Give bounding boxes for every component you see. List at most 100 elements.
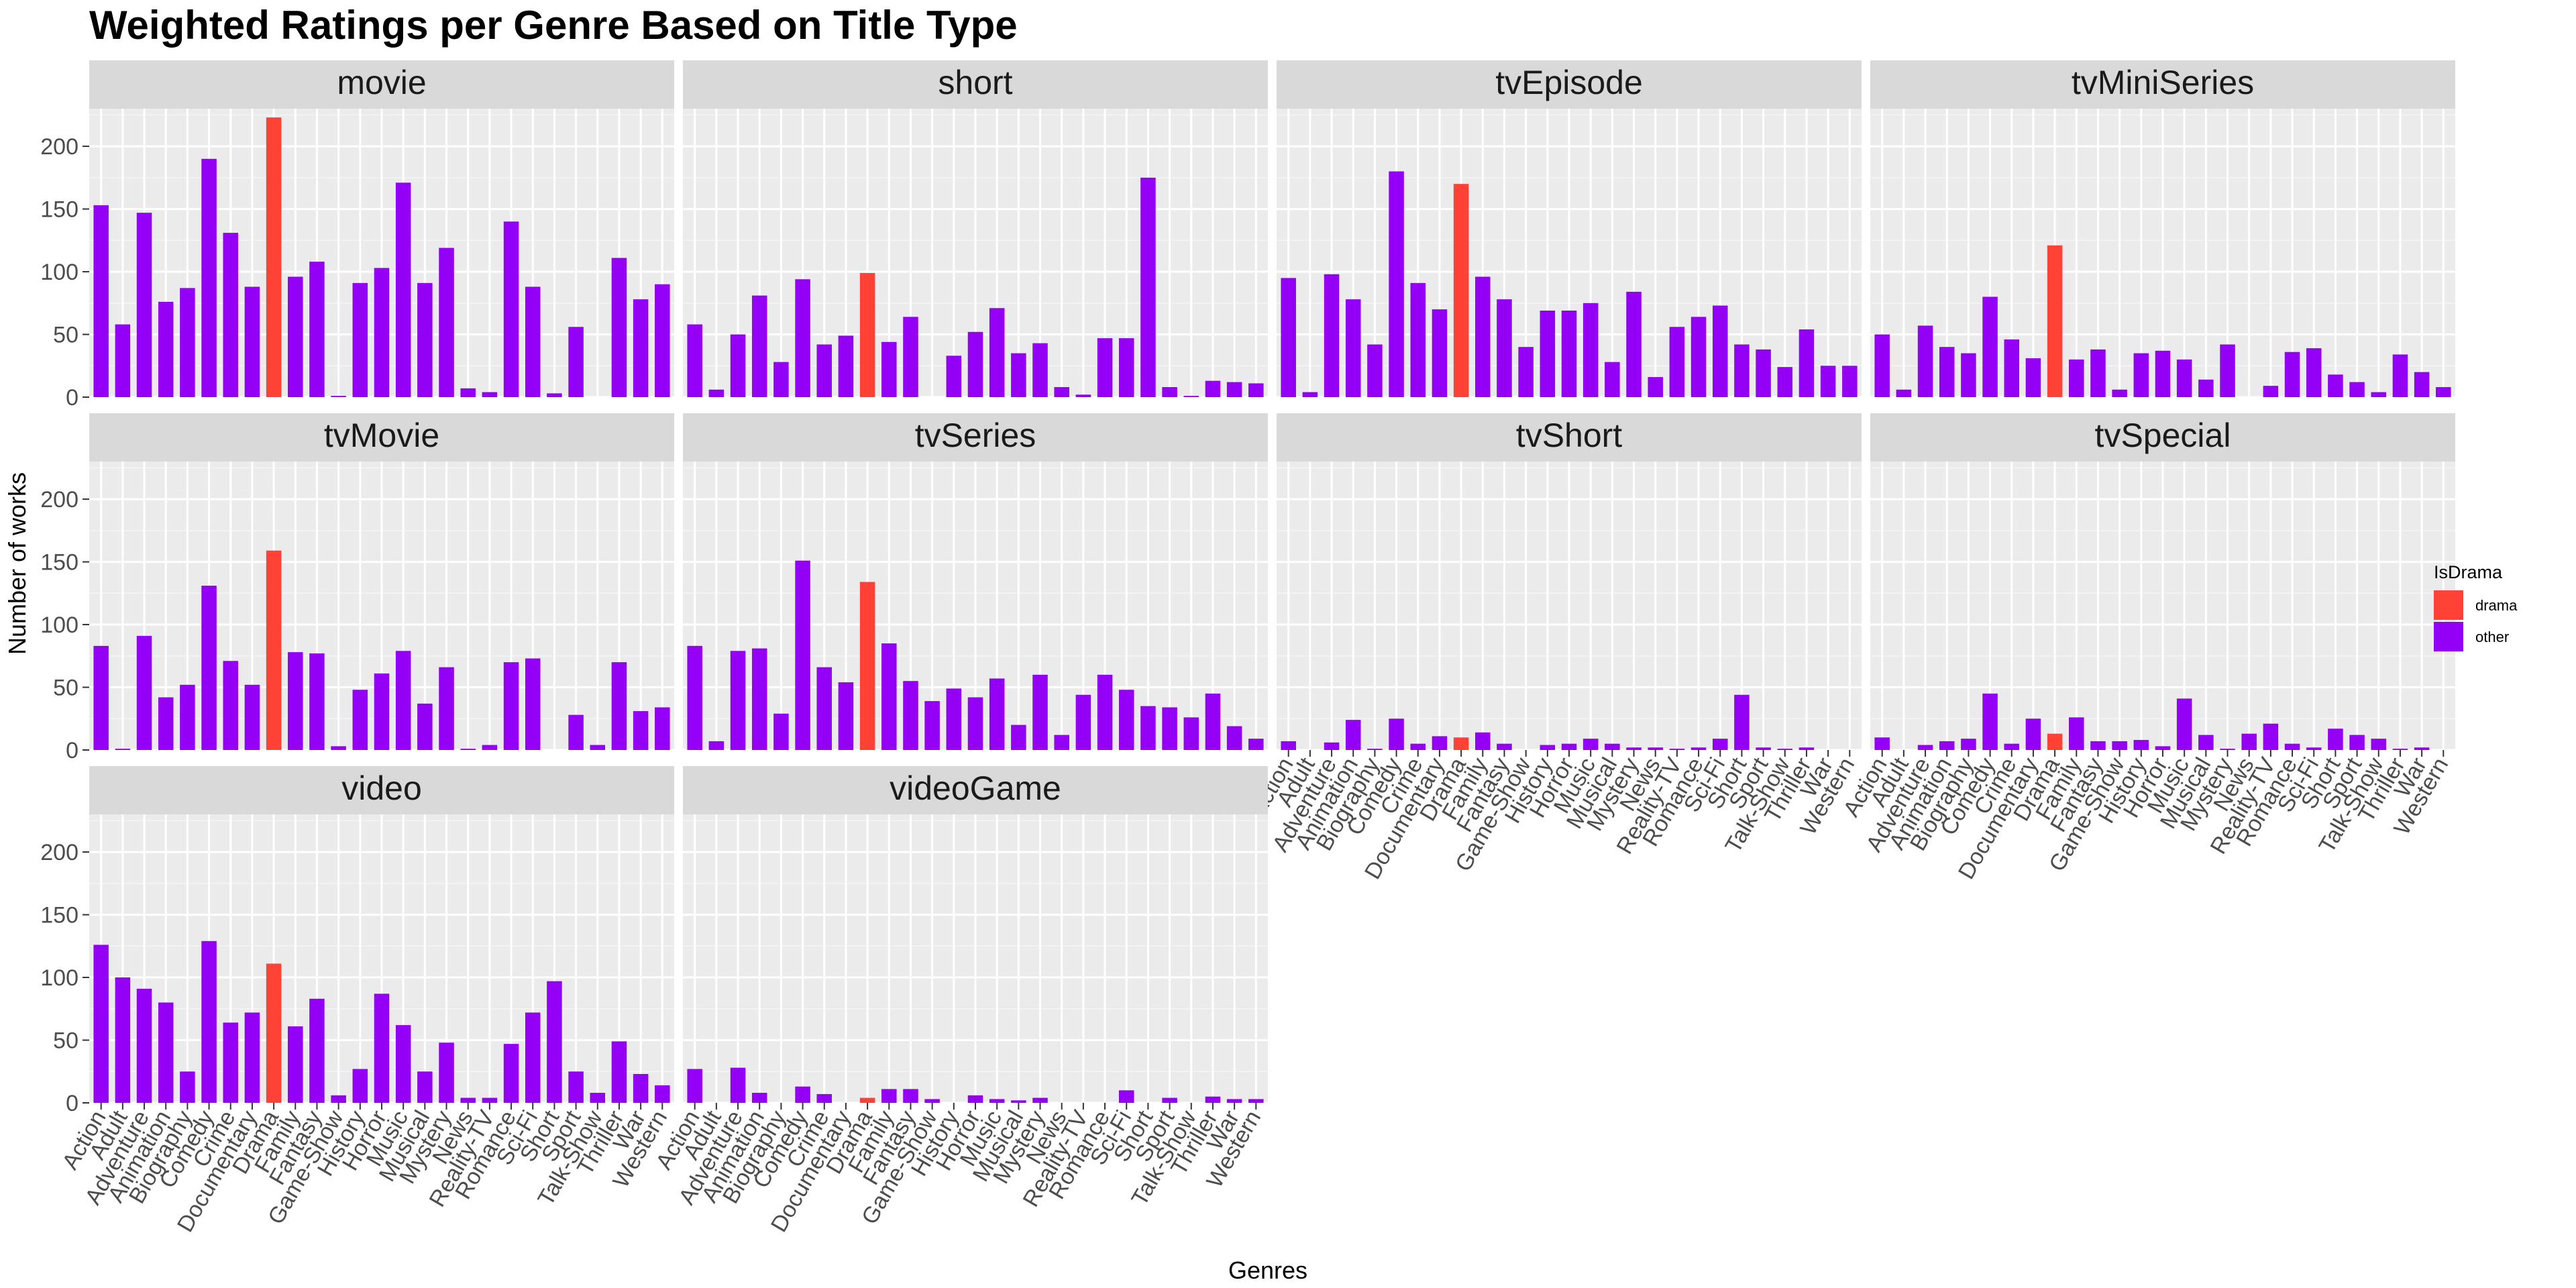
y-axis-label: Number of works <box>3 472 31 655</box>
bar-tvmovie-musical <box>417 703 433 750</box>
bar-video-sport <box>568 1071 584 1103</box>
panel-tvepisode: tvEpisode <box>1277 60 1862 398</box>
bar-tvshort-thriller <box>1799 747 1815 750</box>
bar-videogame-fantasy <box>903 1089 918 1103</box>
panel-strip <box>89 413 674 462</box>
facet-panels: movie 0 50 100 150 200 short tvEpisode tvMiniSer… <box>40 60 2455 1236</box>
bar-tvseries-talk-show <box>1183 717 1199 750</box>
bar-video-action <box>93 945 109 1103</box>
bar-tvshort-documentary <box>1432 736 1448 750</box>
bar-tvmovie-war <box>633 711 649 750</box>
bar-tvepisode-sci-fi <box>1712 305 1728 397</box>
y-tick-label: 0 <box>66 385 78 411</box>
bar-movie-action <box>93 205 109 397</box>
bar-movie-biography <box>180 288 195 397</box>
bar-tvshort-adventure <box>1324 742 1340 750</box>
bar-tvminiseries-short <box>2328 374 2343 397</box>
bar-videogame-western <box>1248 1099 1264 1103</box>
bar-tvseries-thriller <box>1205 693 1221 750</box>
bar-movie-war <box>633 299 649 397</box>
bar-video-thriller <box>611 1041 627 1103</box>
bar-tvshort-mystery <box>1626 747 1642 750</box>
bar-tvspecial-sport <box>2349 735 2365 750</box>
bar-movie-history <box>352 282 368 397</box>
bar-video-war <box>633 1074 649 1103</box>
bar-tvmovie-news <box>460 749 476 750</box>
bar-tvminiseries-sport <box>2349 382 2365 397</box>
bar-video-documentary <box>244 1012 260 1103</box>
y-tick-label: 100 <box>40 260 78 285</box>
panel-strip-label: tvEpisode <box>1495 64 1643 101</box>
bar-tvspecial-talk-show <box>2371 739 2387 750</box>
bar-tvminiseries-talk-show <box>2371 392 2387 397</box>
bar-video-musical <box>417 1071 433 1103</box>
bar-tvepisode-fantasy <box>1497 299 1512 397</box>
bar-movie-thriller <box>611 258 627 397</box>
bar-tvmovie-game-show <box>331 746 346 750</box>
bar-video-history <box>352 1069 368 1103</box>
bar-tvmovie-comedy <box>201 586 217 750</box>
bar-tvminiseries-action <box>1874 334 1890 397</box>
bar-tvminiseries-reality-tv <box>2263 386 2279 397</box>
bar-tvshort-comedy <box>1389 718 1404 750</box>
bar-tvseries-crime <box>816 667 833 750</box>
bar-video-short <box>547 981 562 1103</box>
bar-tvminiseries-game-show <box>2112 389 2127 397</box>
bar-tvspecial-action <box>1874 737 1890 750</box>
bar-movie-short <box>547 393 562 397</box>
bar-tvepisode-family <box>1475 276 1491 397</box>
bar-tvspecial-family <box>2069 717 2084 750</box>
bar-tvminiseries-biography <box>1961 353 1976 397</box>
bar-short-comedy <box>795 279 810 397</box>
bar-tvspecial-drama <box>2047 733 2063 750</box>
legend-label-other: other <box>2475 629 2509 645</box>
bar-tvshort-action <box>1281 741 1296 750</box>
y-tick-label: 0 <box>66 738 78 763</box>
bar-videogame-family <box>881 1089 897 1103</box>
bar-tvseries-fantasy <box>903 681 918 750</box>
bar-movie-family <box>288 276 303 397</box>
y-tick-label: 200 <box>40 487 78 513</box>
bar-tvmovie-horror <box>374 673 390 750</box>
bar-video-family <box>288 1026 303 1103</box>
bar-short-news <box>1054 387 1069 397</box>
bar-video-talk-show <box>590 1093 606 1103</box>
y-tick-label: 150 <box>40 550 78 576</box>
bar-movie-game-show <box>331 396 346 397</box>
legend: IsDrama drama other <box>2434 562 2518 651</box>
bar-tvshort-biography <box>1367 749 1383 750</box>
panel-videogame: videoGameActionAdultAdventureAnimationBi… <box>651 766 1268 1236</box>
bar-short-fantasy <box>903 317 918 397</box>
bar-tvshort-horror <box>1561 743 1577 750</box>
bar-tvshort-fantasy <box>1497 743 1512 750</box>
bar-tvshort-romance <box>1690 747 1707 750</box>
bar-videogame-game-show <box>924 1099 940 1103</box>
bar-tvminiseries-thriller <box>2392 354 2408 397</box>
bar-tvepisode-drama <box>1453 184 1469 397</box>
bar-tvshort-crime <box>1410 743 1426 750</box>
bar-video-adult <box>115 977 131 1103</box>
bar-tvseries-documentary <box>838 682 854 750</box>
bar-tvspecial-horror <box>2155 746 2171 750</box>
bar-tvshort-music <box>1582 739 1599 750</box>
bar-tvspecial-mystery <box>2220 749 2235 750</box>
bar-tvepisode-crime <box>1410 282 1426 397</box>
bar-video-drama <box>266 963 282 1103</box>
panel-strip <box>1870 60 2455 109</box>
bar-tvspecial-romance <box>2284 743 2300 750</box>
bar-tvmovie-fantasy <box>309 653 325 750</box>
bar-movie-adult <box>115 324 131 397</box>
panel-strip <box>89 766 674 814</box>
y-tick-label: 50 <box>53 323 78 348</box>
bar-short-thriller <box>1205 380 1221 397</box>
panel-short: short <box>683 60 1268 398</box>
bar-movie-mystery <box>439 248 454 397</box>
bar-tvspecial-thriller <box>2392 749 2408 750</box>
panel-tvmovie: tvMovie 0 50 100 150 200 <box>40 413 674 763</box>
bar-short-biography <box>773 362 789 397</box>
y-tick-label: 50 <box>53 1028 78 1054</box>
bar-tvminiseries-mystery <box>2220 344 2235 397</box>
bar-tvshort-short <box>1734 694 1750 750</box>
legend-key-drama <box>2434 590 2463 620</box>
